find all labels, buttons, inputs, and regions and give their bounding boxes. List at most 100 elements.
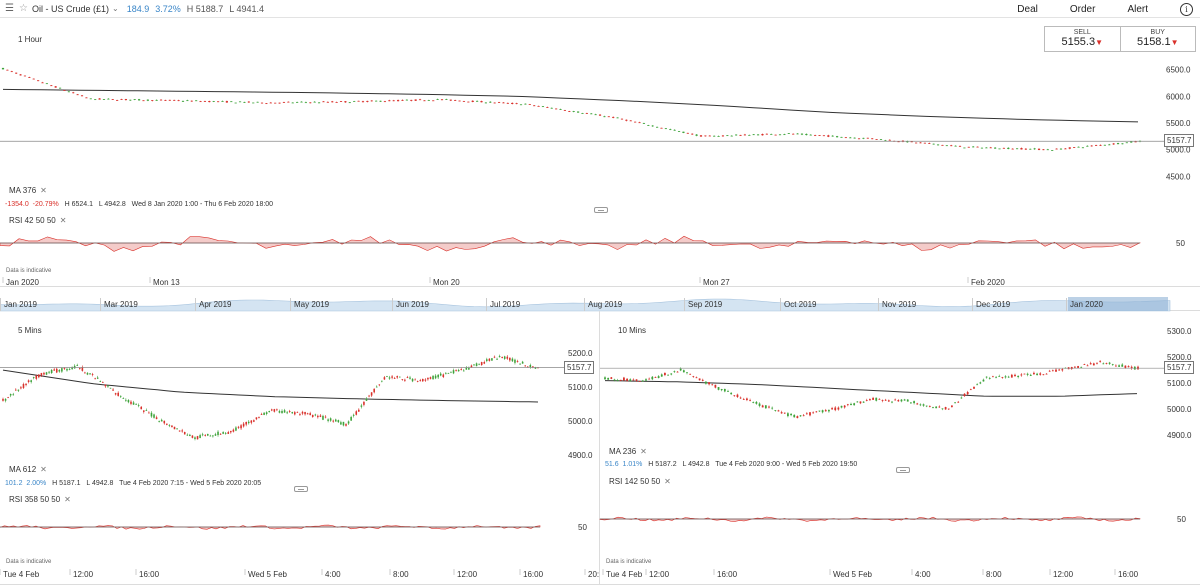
buy-button[interactable]: BUY 5158.1▼ (1119, 27, 1196, 51)
candle (199, 101, 202, 103)
menu-icon[interactable]: ☰ (5, 3, 14, 14)
x-tick-label: 12:00 (457, 570, 478, 579)
candle (1099, 144, 1102, 146)
candle (862, 137, 865, 139)
info-icon[interactable]: i (1180, 2, 1193, 16)
data-disclaimer: Data is indicative (6, 268, 52, 274)
pane-resize-handle[interactable] (896, 467, 910, 473)
navigator-month-label: Jan 2020 (1070, 300, 1103, 309)
candle (68, 369, 71, 370)
candle (881, 400, 884, 401)
order-button[interactable]: Order (1069, 3, 1096, 15)
candle (626, 378, 628, 381)
sell-button[interactable]: SELL 5155.3▼ (1045, 27, 1120, 51)
candle (1121, 143, 1124, 145)
candle (679, 368, 682, 371)
timeline-navigator[interactable]: Jan 2019 Mar 2019 Apr 2019 May 2019 Jun 2019… (0, 287, 1200, 312)
close-icon[interactable]: ✕ (40, 465, 47, 474)
y-tick-label: 5500.0 (1166, 119, 1191, 128)
candle (704, 135, 707, 137)
candle (493, 102, 496, 104)
y-tick-label: 5300.0 (1167, 327, 1192, 336)
candle (366, 100, 369, 102)
candle (1068, 147, 1071, 149)
close-icon[interactable]: ✕ (59, 216, 67, 225)
candle (102, 382, 104, 383)
candle (995, 377, 997, 379)
candle (14, 389, 17, 391)
candle (242, 423, 245, 427)
current-price-tag: 5157.7 (1164, 134, 1195, 148)
x-tick-label: 16:00 (717, 570, 738, 579)
instrument-title[interactable]: Oil - US Crude (£1) (31, 3, 109, 14)
candle (616, 380, 619, 381)
candle (660, 127, 663, 129)
candle (827, 135, 830, 137)
stat-high: H 6524.1 (64, 201, 93, 208)
candle (559, 109, 562, 110)
candle (616, 117, 619, 119)
candle (888, 139, 891, 141)
candle (818, 410, 821, 412)
candle (765, 133, 768, 135)
pane-resize-handle[interactable] (594, 207, 608, 213)
price-chart-10m[interactable]: 4900.0 5000.0 5100.0 5200.0 5300.0 50 Tue 4 Fe… (599, 311, 1200, 585)
candle (256, 101, 259, 103)
candle (1073, 147, 1076, 148)
candle (1105, 363, 1108, 364)
deal-button[interactable]: Deal (1017, 3, 1038, 15)
ma-line (604, 380, 1138, 397)
candle (638, 122, 641, 124)
chart-stats-10m: 51.6 1.01% H 5187.2 L 4942.8 Tue 4 Feb 2… (605, 461, 857, 468)
chart-panel-1h[interactable]: 1 Hour (0, 19, 1200, 287)
candle (922, 404, 925, 406)
candle (386, 376, 388, 377)
candle (2, 398, 4, 401)
star-icon[interactable]: ☆ (19, 3, 28, 14)
candle (660, 374, 663, 377)
candle (787, 133, 790, 134)
price-chart-5m[interactable]: 4900.0 5000.0 5100.0 5200.0 50 Tue 4 Feb 12:00… (0, 311, 600, 585)
candle (460, 369, 463, 370)
close-icon[interactable]: ✕ (40, 186, 47, 195)
candle (1081, 147, 1085, 149)
candle (375, 386, 378, 388)
header-change: 184.9 (126, 3, 150, 14)
candle (137, 99, 141, 101)
candle (168, 425, 171, 427)
candle (1024, 148, 1027, 150)
current-price-tag: 5157.7 (1164, 361, 1195, 375)
candle (388, 377, 391, 379)
candle (511, 358, 514, 362)
candle (221, 101, 224, 102)
close-icon[interactable]: ✕ (664, 477, 671, 486)
y-tick-label: 4900.0 (1167, 431, 1192, 440)
y-tick-label: 5200.0 (568, 349, 593, 358)
candle (206, 433, 209, 436)
candle (322, 415, 324, 420)
candle (853, 137, 856, 139)
close-icon[interactable]: ✕ (64, 495, 71, 504)
chevron-down-icon[interactable]: ⌄ (112, 4, 119, 13)
candle (532, 366, 534, 368)
alert-button[interactable]: Alert (1127, 3, 1148, 15)
candle (155, 99, 158, 101)
candle (35, 375, 38, 379)
candle (230, 430, 232, 433)
candle (670, 373, 673, 375)
candle (1039, 373, 1042, 375)
candle (755, 401, 758, 404)
close-icon[interactable]: ✕ (640, 447, 647, 456)
candle (45, 83, 48, 85)
candle (887, 400, 890, 402)
pane-resize-handle[interactable] (294, 486, 308, 492)
candle (701, 379, 704, 381)
candle (253, 420, 255, 422)
candle (550, 107, 553, 109)
candle (1089, 363, 1092, 365)
candle (54, 86, 57, 88)
candle (28, 77, 31, 78)
price-chart-1h[interactable]: 4500.0 5000.0 5500.0 6000.0 6500.0 50 Jan 2020… (0, 19, 1200, 287)
candle (498, 356, 501, 357)
candle (866, 137, 869, 139)
